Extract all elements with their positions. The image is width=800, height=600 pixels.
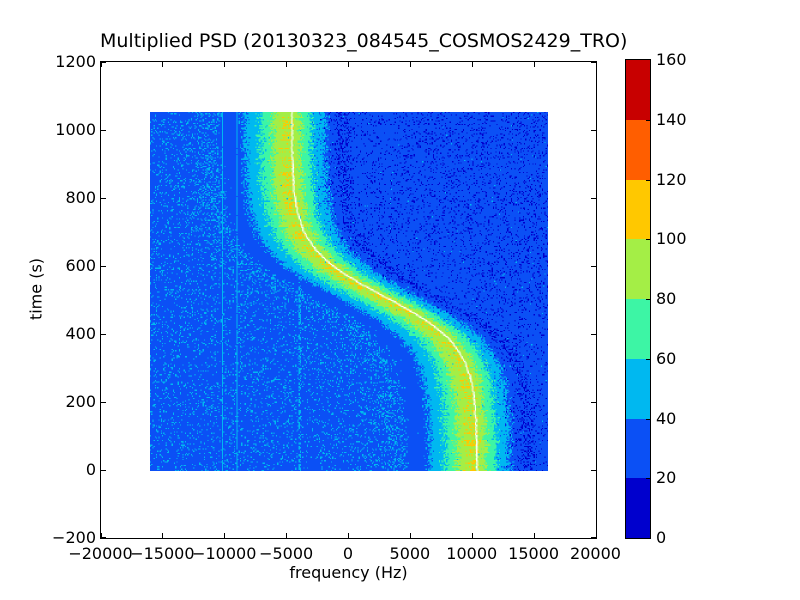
colorbar-tick bbox=[646, 419, 650, 420]
x-tick bbox=[286, 533, 287, 538]
x-tick bbox=[410, 533, 411, 538]
colorbar-tick-label: 40 bbox=[656, 410, 676, 428]
y-tick bbox=[591, 402, 596, 403]
colorbar-tick bbox=[646, 299, 650, 300]
x-tick-label: 20000 bbox=[551, 544, 641, 563]
y-tick-label: 0 bbox=[16, 461, 96, 479]
x-tick bbox=[286, 62, 287, 67]
y-tick bbox=[101, 130, 106, 131]
colorbar-segment bbox=[626, 239, 650, 299]
colorbar-tick-label: 80 bbox=[656, 290, 676, 308]
colorbar-tick bbox=[646, 180, 650, 181]
x-tick bbox=[162, 533, 163, 538]
y-tick bbox=[591, 470, 596, 471]
colorbar-tick-label: 160 bbox=[656, 51, 687, 69]
colorbar-segment bbox=[626, 60, 650, 120]
colorbar-segment bbox=[626, 120, 650, 180]
x-tick bbox=[348, 533, 349, 538]
y-tick-label: 400 bbox=[16, 325, 96, 343]
x-tick bbox=[410, 62, 411, 67]
colorbar-tick bbox=[646, 478, 650, 479]
colorbar-tick-label: 20 bbox=[656, 469, 676, 487]
colorbar-tick bbox=[646, 239, 650, 240]
colorbar-segment bbox=[626, 419, 650, 479]
y-tick bbox=[591, 130, 596, 131]
y-tick bbox=[101, 266, 106, 267]
x-tick bbox=[534, 533, 535, 538]
y-tick bbox=[101, 198, 106, 199]
y-tick-label: 1200 bbox=[16, 53, 96, 71]
x-tick bbox=[224, 62, 225, 67]
y-tick bbox=[591, 266, 596, 267]
colorbar-tick bbox=[646, 359, 650, 360]
x-axis-label: frequency (Hz) bbox=[100, 563, 597, 582]
y-tick bbox=[101, 334, 106, 335]
y-tick bbox=[101, 62, 106, 63]
y-tick bbox=[101, 537, 106, 538]
y-tick bbox=[101, 470, 106, 471]
chart-title: Multiplied PSD (20130323_084545_COSMOS24… bbox=[100, 30, 597, 52]
figure: Multiplied PSD (20130323_084545_COSMOS24… bbox=[0, 0, 800, 600]
colorbar-tick-label: 0 bbox=[656, 529, 666, 547]
colorbar-segment bbox=[626, 299, 650, 359]
colorbar-tick bbox=[646, 120, 650, 121]
y-tick-label: 200 bbox=[16, 393, 96, 411]
colorbar-tick-label: 100 bbox=[656, 230, 687, 248]
colorbar-tick-label: 140 bbox=[656, 111, 687, 129]
x-tick bbox=[162, 62, 163, 67]
x-tick bbox=[534, 62, 535, 67]
y-tick-label: 600 bbox=[16, 257, 96, 275]
colorbar-tick-label: 120 bbox=[656, 171, 687, 189]
y-tick bbox=[101, 402, 106, 403]
plot-area bbox=[100, 61, 597, 539]
heatmap-canvas bbox=[150, 112, 548, 471]
y-tick-label: 800 bbox=[16, 189, 96, 207]
y-tick bbox=[591, 198, 596, 199]
colorbar-segment bbox=[626, 359, 650, 419]
y-tick bbox=[591, 537, 596, 538]
x-tick bbox=[472, 533, 473, 538]
y-tick bbox=[591, 62, 596, 63]
x-tick bbox=[224, 533, 225, 538]
y-tick bbox=[591, 334, 596, 335]
x-tick bbox=[348, 62, 349, 67]
colorbar-tick-label: 60 bbox=[656, 350, 676, 368]
colorbar-segment bbox=[626, 180, 650, 240]
colorbar-segment bbox=[626, 478, 650, 538]
y-tick-label: 1000 bbox=[16, 121, 96, 139]
y-tick-label: −200 bbox=[16, 529, 96, 547]
x-tick bbox=[472, 62, 473, 67]
